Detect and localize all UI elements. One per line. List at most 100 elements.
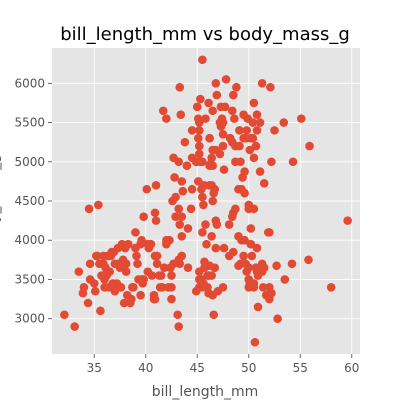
data-point <box>207 232 216 241</box>
x-tick-label: 45 <box>190 361 205 375</box>
data-point <box>159 263 169 272</box>
data-point <box>224 220 234 229</box>
data-point <box>207 153 216 163</box>
data-point <box>208 106 217 116</box>
data-point <box>304 255 313 265</box>
data-point <box>238 173 247 182</box>
data-point <box>94 200 103 210</box>
data-point <box>187 153 197 163</box>
y-tick-label: 6000 <box>14 76 45 90</box>
data-point <box>78 288 88 298</box>
y-tick-label: 5000 <box>14 155 45 169</box>
data-point <box>253 302 263 312</box>
data-point <box>239 133 248 143</box>
data-point <box>218 130 228 139</box>
data-point <box>218 141 228 151</box>
data-point <box>96 306 105 316</box>
data-point <box>98 271 107 280</box>
data-point <box>219 243 229 253</box>
data-point <box>257 79 267 88</box>
data-point <box>100 283 109 292</box>
data-point <box>198 157 207 167</box>
data-point <box>192 102 202 112</box>
data-point <box>212 90 222 100</box>
data-point <box>151 216 161 225</box>
data-point <box>99 251 108 261</box>
x-axis-ticks: 35 40 45 50 55 60 <box>87 354 359 375</box>
data-point <box>118 255 128 265</box>
x-axis-label: bill_length_mm <box>152 384 258 400</box>
data-point <box>239 251 248 261</box>
data-point <box>177 212 187 221</box>
data-point <box>234 261 243 271</box>
data-point <box>195 275 204 284</box>
x-tick-label: 55 <box>293 361 308 375</box>
data-point <box>171 212 180 221</box>
data-points <box>60 55 352 347</box>
data-point <box>143 267 153 276</box>
data-point <box>196 94 205 104</box>
data-point <box>205 133 214 143</box>
data-point <box>85 275 95 284</box>
data-point <box>195 141 204 151</box>
data-point <box>176 110 186 119</box>
data-point <box>170 173 179 182</box>
data-point <box>208 196 217 206</box>
data-point <box>205 161 214 170</box>
data-point <box>180 137 190 147</box>
data-point <box>305 141 314 151</box>
data-point <box>175 82 185 92</box>
data-point <box>216 102 226 112</box>
data-point <box>70 322 79 331</box>
data-point <box>249 204 259 214</box>
data-point <box>209 310 219 320</box>
data-point <box>218 283 228 292</box>
data-point <box>166 263 175 272</box>
data-point <box>84 204 94 214</box>
data-point <box>240 188 249 198</box>
data-point <box>83 298 93 308</box>
data-point <box>121 267 131 276</box>
data-point <box>177 232 187 241</box>
data-point <box>198 228 207 237</box>
data-point <box>183 263 193 272</box>
data-point <box>242 126 251 135</box>
data-point <box>178 186 188 196</box>
data-point <box>343 216 352 225</box>
data-point <box>246 239 256 249</box>
data-point <box>174 322 183 331</box>
y-axis-label: body_mass_g <box>0 154 2 248</box>
data-point <box>193 177 203 186</box>
data-point <box>167 294 176 304</box>
data-point <box>255 167 265 176</box>
data-point <box>139 212 148 221</box>
data-point <box>133 259 142 269</box>
data-point <box>247 251 257 261</box>
data-point <box>224 251 234 261</box>
data-point <box>240 235 249 245</box>
data-point <box>258 283 268 292</box>
data-point <box>221 75 231 84</box>
y-tick-label: 4500 <box>14 194 45 208</box>
y-tick-label: 3500 <box>14 272 45 286</box>
data-point <box>154 271 164 280</box>
data-point <box>152 259 162 269</box>
data-point <box>251 141 261 151</box>
data-point <box>202 239 211 249</box>
data-point <box>136 239 145 249</box>
data-point <box>252 243 262 253</box>
data-point <box>229 208 238 218</box>
data-point <box>198 283 207 292</box>
data-point <box>200 257 209 267</box>
data-point <box>264 228 273 237</box>
data-point <box>252 110 262 119</box>
data-point <box>235 126 244 135</box>
data-point <box>131 228 140 237</box>
x-tick-label: 60 <box>344 361 359 375</box>
data-point <box>266 82 275 92</box>
data-point <box>200 181 209 190</box>
data-point <box>168 196 177 206</box>
data-point <box>252 126 262 135</box>
data-point <box>128 283 137 292</box>
